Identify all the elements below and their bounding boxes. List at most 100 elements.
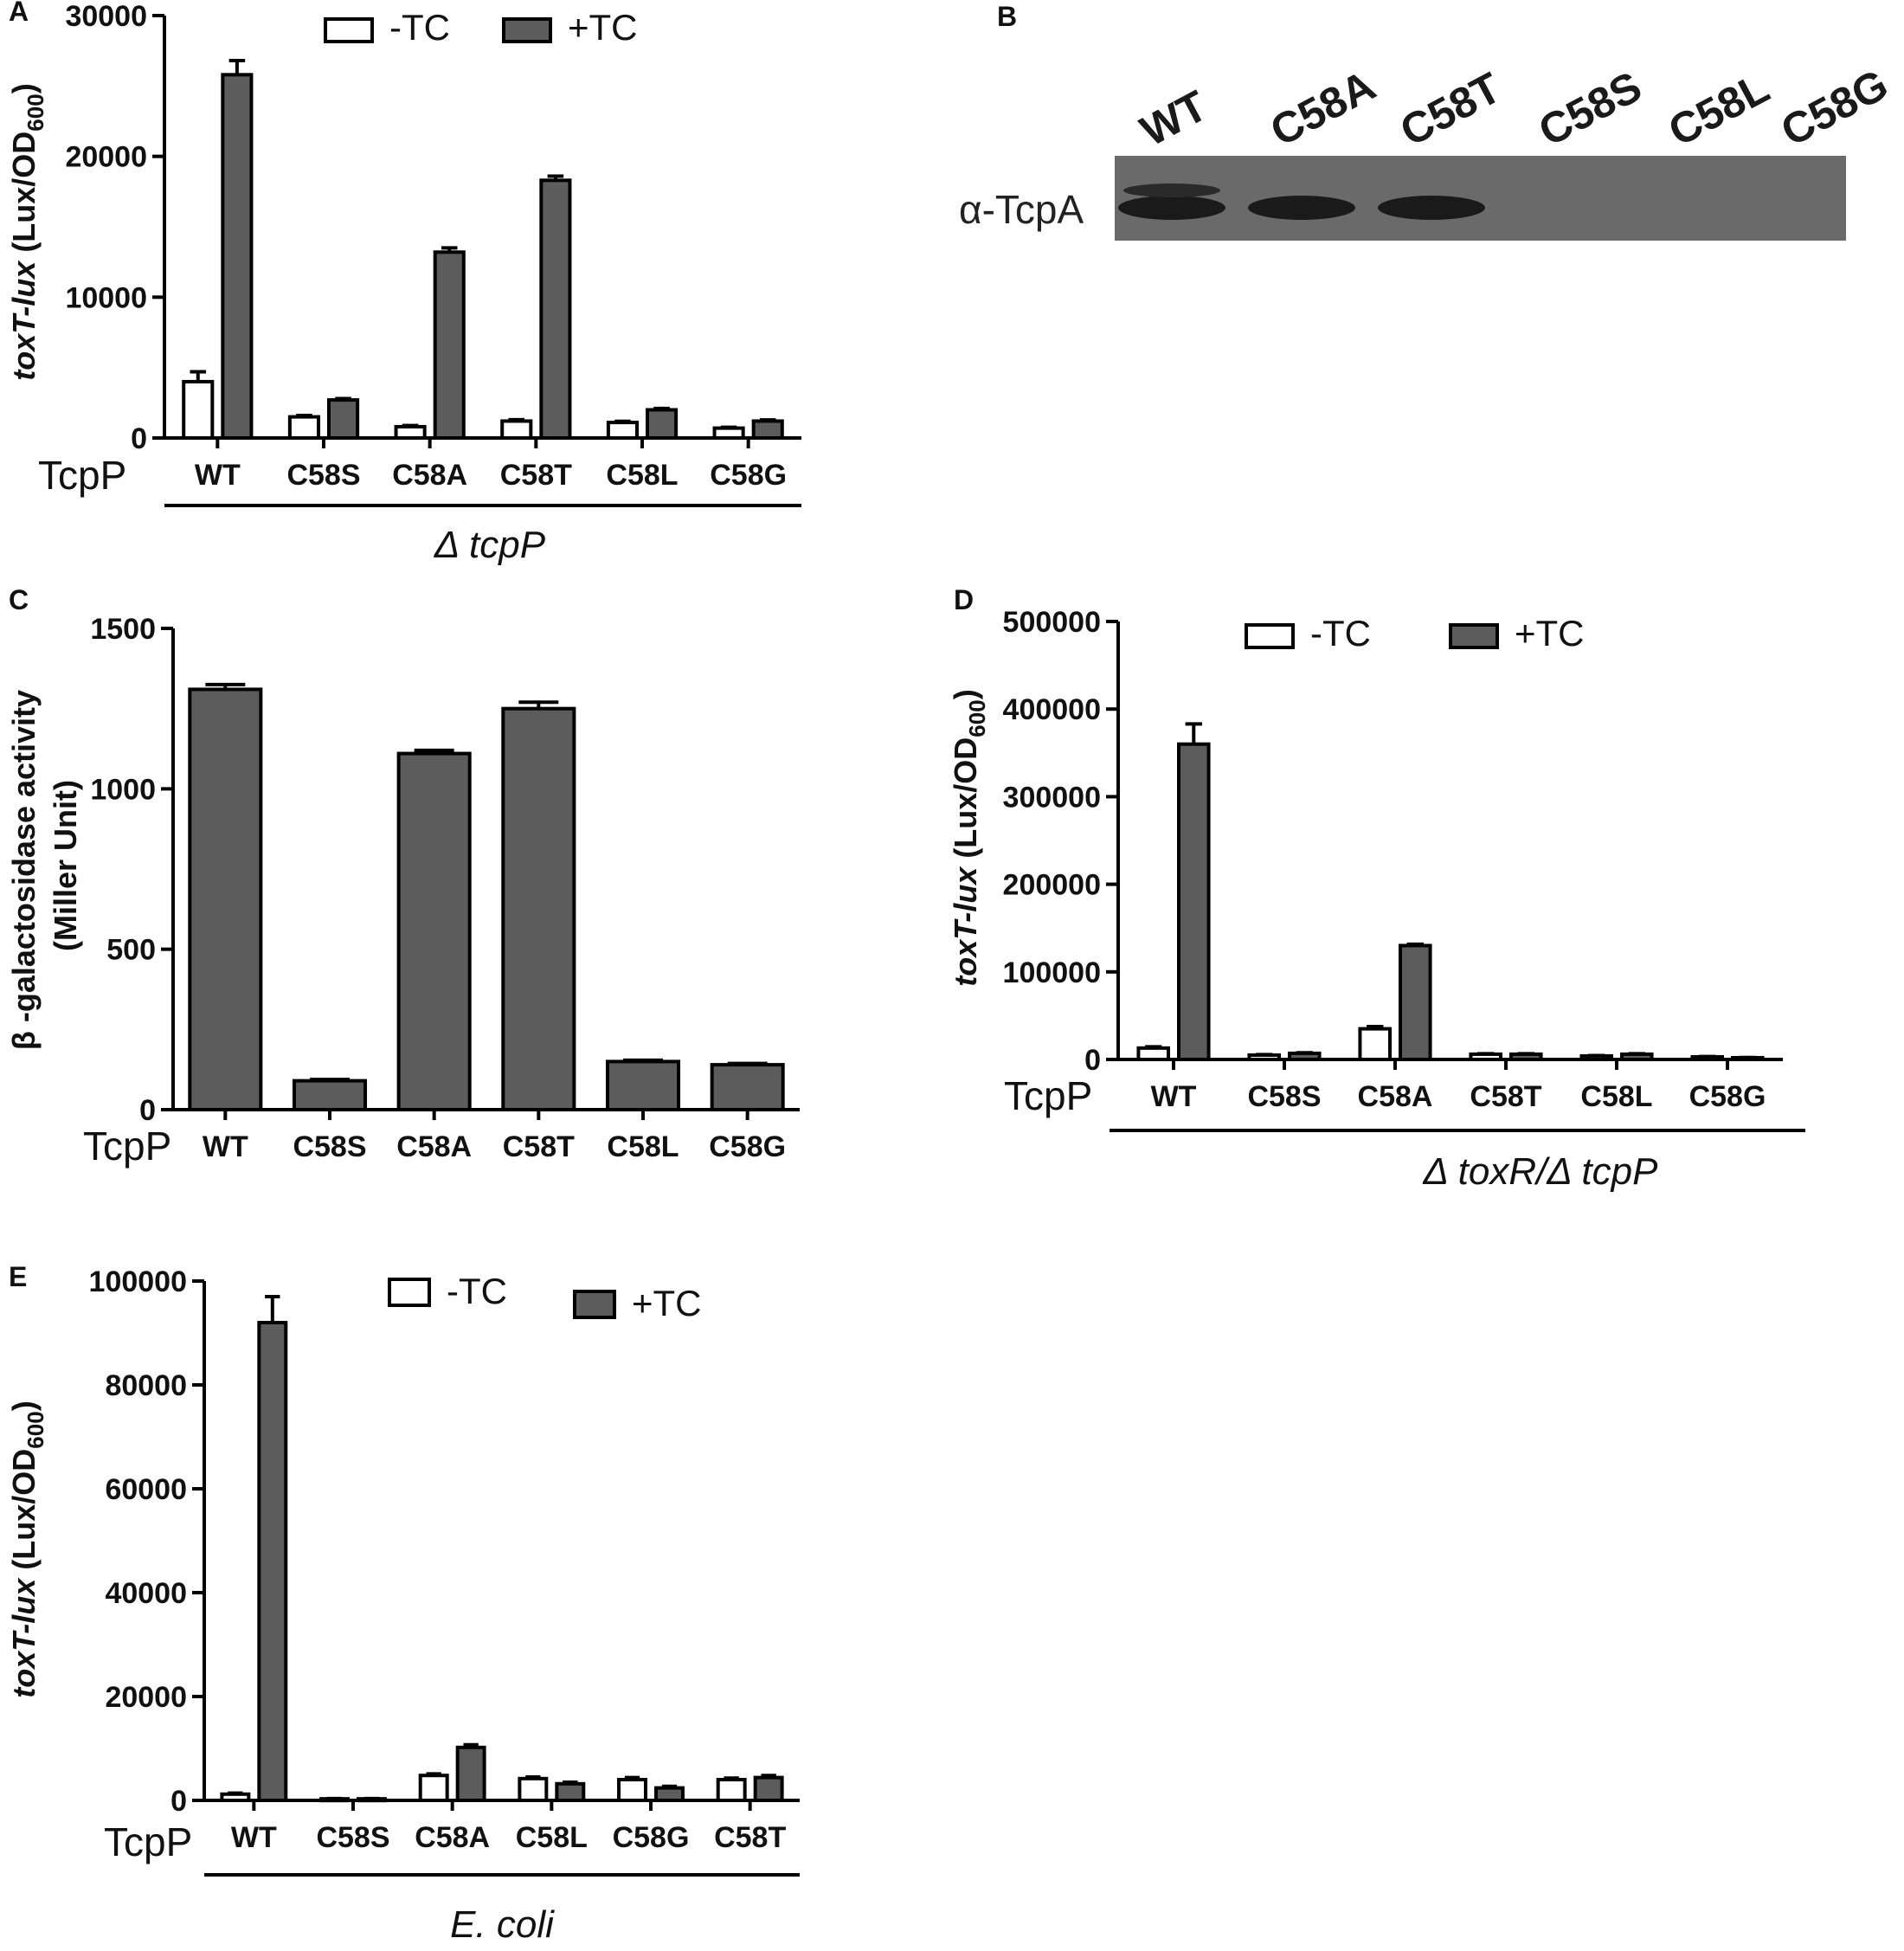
panel-a-y-tick-label: 20000 xyxy=(65,141,147,174)
panel-d-legend-label: -TC xyxy=(1310,613,1371,654)
panel-e-y-axis-title: toxT-lux (Lux/OD600) xyxy=(6,1400,48,1697)
panel-a-legend-swatch xyxy=(502,17,552,43)
panel-a-y-axis-title: toxT-lux (Lux/OD600) xyxy=(6,83,48,380)
panel-c-category-label: C58A xyxy=(396,1130,472,1163)
panel-d-row-label: TcpP xyxy=(1004,1073,1092,1118)
blot-lane-label: C58S xyxy=(1531,62,1650,156)
panel-d-y-tick-label: 500000 xyxy=(1003,606,1101,639)
panel-e-bar-minus-tc xyxy=(319,1797,351,1803)
panel-a-legend-swatch xyxy=(324,17,374,43)
panel-c-category-label: C58S xyxy=(293,1130,366,1163)
panel-d-category-label: C58S xyxy=(1247,1080,1321,1113)
panel-d-legend-swatch xyxy=(1245,623,1295,649)
panel-a-bar-plus-tc xyxy=(327,398,360,440)
panel-a-bar-plus-tc xyxy=(221,73,254,440)
panel-e-bar-minus-tc xyxy=(518,1776,549,1803)
panel-c-row-label: TcpP xyxy=(83,1124,171,1169)
chart-d: 0 100000 200000 300000 400000 500000 WT C58S C58… xyxy=(1003,606,1783,1113)
blot-band xyxy=(1248,196,1355,220)
panel-a-bar-minus-tc xyxy=(712,426,745,441)
blot-lane-label: C58T xyxy=(1393,63,1508,156)
panel-d-bar-plus-tc xyxy=(1731,1055,1765,1061)
panel-d-bar-minus-tc xyxy=(1690,1054,1724,1061)
chart-c: 0 500 1000 1500 WT C58S C58A C58T C58L C58G xyxy=(90,613,800,1163)
panel-e-y-tick-label: 100000 xyxy=(89,1265,187,1298)
panel-a-category-label: C58G xyxy=(710,459,787,492)
panel-label-e: E xyxy=(9,1261,27,1292)
panel-e-bar-plus-tc xyxy=(455,1745,486,1803)
panel-e-legend-label: +TC xyxy=(632,1283,702,1323)
chart-a: 0 10000 20000 30000 WT C58S C58A C58T C58L C58G -T… xyxy=(65,0,801,492)
panel-a-row-label: TcpP xyxy=(38,453,126,498)
panel-c-bar xyxy=(710,1063,785,1112)
panel-a-y-tick-label: 10000 xyxy=(65,281,147,314)
panel-c-bar xyxy=(188,687,263,1112)
panel-d-bar-minus-tc xyxy=(1247,1053,1281,1061)
panel-a-bar-minus-tc xyxy=(606,421,640,440)
panel-label-b: B xyxy=(997,1,1017,32)
panel-d-group-label: Δ toxR/Δ tcpP xyxy=(1423,1150,1659,1193)
panel-label-d: D xyxy=(954,584,974,615)
panel-c-y-tick-label: 0 xyxy=(139,1094,156,1127)
panel-d-y-tick-label: 200000 xyxy=(1003,869,1101,902)
panel-e-category-label: C58L xyxy=(516,1821,588,1854)
panel-e-category-label: C58T xyxy=(714,1821,786,1854)
panel-d-bar-minus-tc xyxy=(1579,1053,1613,1062)
panel-e-y-tick-label: 0 xyxy=(170,1785,187,1818)
panel-a-y-tick-label: 0 xyxy=(131,422,147,455)
panel-c-y-axis-title: β -galactosidase activity (Miller Unit) xyxy=(6,681,83,1050)
panel-d-y-tick-label: 400000 xyxy=(1003,693,1101,726)
panel-a-bar-minus-tc xyxy=(287,415,321,441)
panel-a-bar-minus-tc xyxy=(394,424,427,440)
panel-c-category-label: WT xyxy=(203,1130,248,1163)
panel-label-c: C xyxy=(9,584,29,615)
panel-e-y-tick-label: 80000 xyxy=(105,1369,187,1402)
blot-band-upper xyxy=(1123,184,1220,197)
panel-a-legend-label: +TC xyxy=(568,7,638,48)
panel-a-bar-plus-tc xyxy=(646,408,679,441)
panel-a-y-tick-label: 30000 xyxy=(65,0,147,33)
panel-d-bar-plus-tc xyxy=(1177,742,1211,1061)
blot-membrane xyxy=(1115,156,1846,241)
panel-a-group-label: Δ tcpP xyxy=(434,524,546,566)
panel-e-bar-minus-tc xyxy=(617,1778,647,1802)
panel-e-y-tick-label: 20000 xyxy=(105,1681,187,1714)
panel-e-bar-plus-tc xyxy=(753,1775,784,1803)
blot-antibody-label: α-TcpA xyxy=(959,187,1084,232)
panel-a-bar-plus-tc xyxy=(433,250,466,440)
panel-e-legend-swatch xyxy=(388,1278,431,1307)
panel-e-category-label: C58G xyxy=(613,1821,690,1854)
blot-lane-label: C58L xyxy=(1661,63,1777,156)
panel-d-bar-plus-tc xyxy=(1620,1052,1654,1061)
panel-label-a: A xyxy=(9,0,29,27)
panel-a-category-label: C58L xyxy=(606,459,678,492)
panel-e-bar-minus-tc xyxy=(418,1774,449,1802)
blot-lane-label: C58G xyxy=(1773,60,1896,156)
panel-a-category-label: C58T xyxy=(500,459,572,492)
blot-lane-label: C58A xyxy=(1263,61,1383,155)
panel-d-bar-minus-tc xyxy=(1136,1046,1170,1061)
panel-d-bar-minus-tc xyxy=(1358,1027,1392,1061)
panel-c-bar xyxy=(396,751,472,1111)
panel-e-y-tick-label: 60000 xyxy=(105,1473,187,1506)
panel-d-bar-plus-tc xyxy=(1399,943,1432,1061)
panel-c-category-label: C58L xyxy=(607,1130,679,1163)
panel-c-y-tick-label: 1500 xyxy=(90,613,156,646)
panel-c-y-tick-label: 1000 xyxy=(90,773,156,806)
panel-d-legend-swatch xyxy=(1449,623,1499,649)
panel-e-legend-swatch xyxy=(573,1290,616,1319)
panel-d-bar-plus-tc xyxy=(1288,1051,1322,1062)
blot-band xyxy=(1378,196,1485,220)
panel-a-bar-minus-tc xyxy=(500,419,533,441)
panel-d-bar-minus-tc xyxy=(1469,1052,1502,1061)
blot-band xyxy=(1118,196,1225,220)
panel-a-category-label: C58S xyxy=(286,459,360,492)
blot-lane-label: WT xyxy=(1133,81,1215,156)
panel-d-y-tick-label: 100000 xyxy=(1003,956,1101,989)
panel-c-bar xyxy=(292,1079,368,1112)
panel-a-category-label: WT xyxy=(195,459,241,492)
panel-d-y-tick-label: 300000 xyxy=(1003,781,1101,814)
panel-e-row-label: TcpP xyxy=(104,1819,192,1864)
